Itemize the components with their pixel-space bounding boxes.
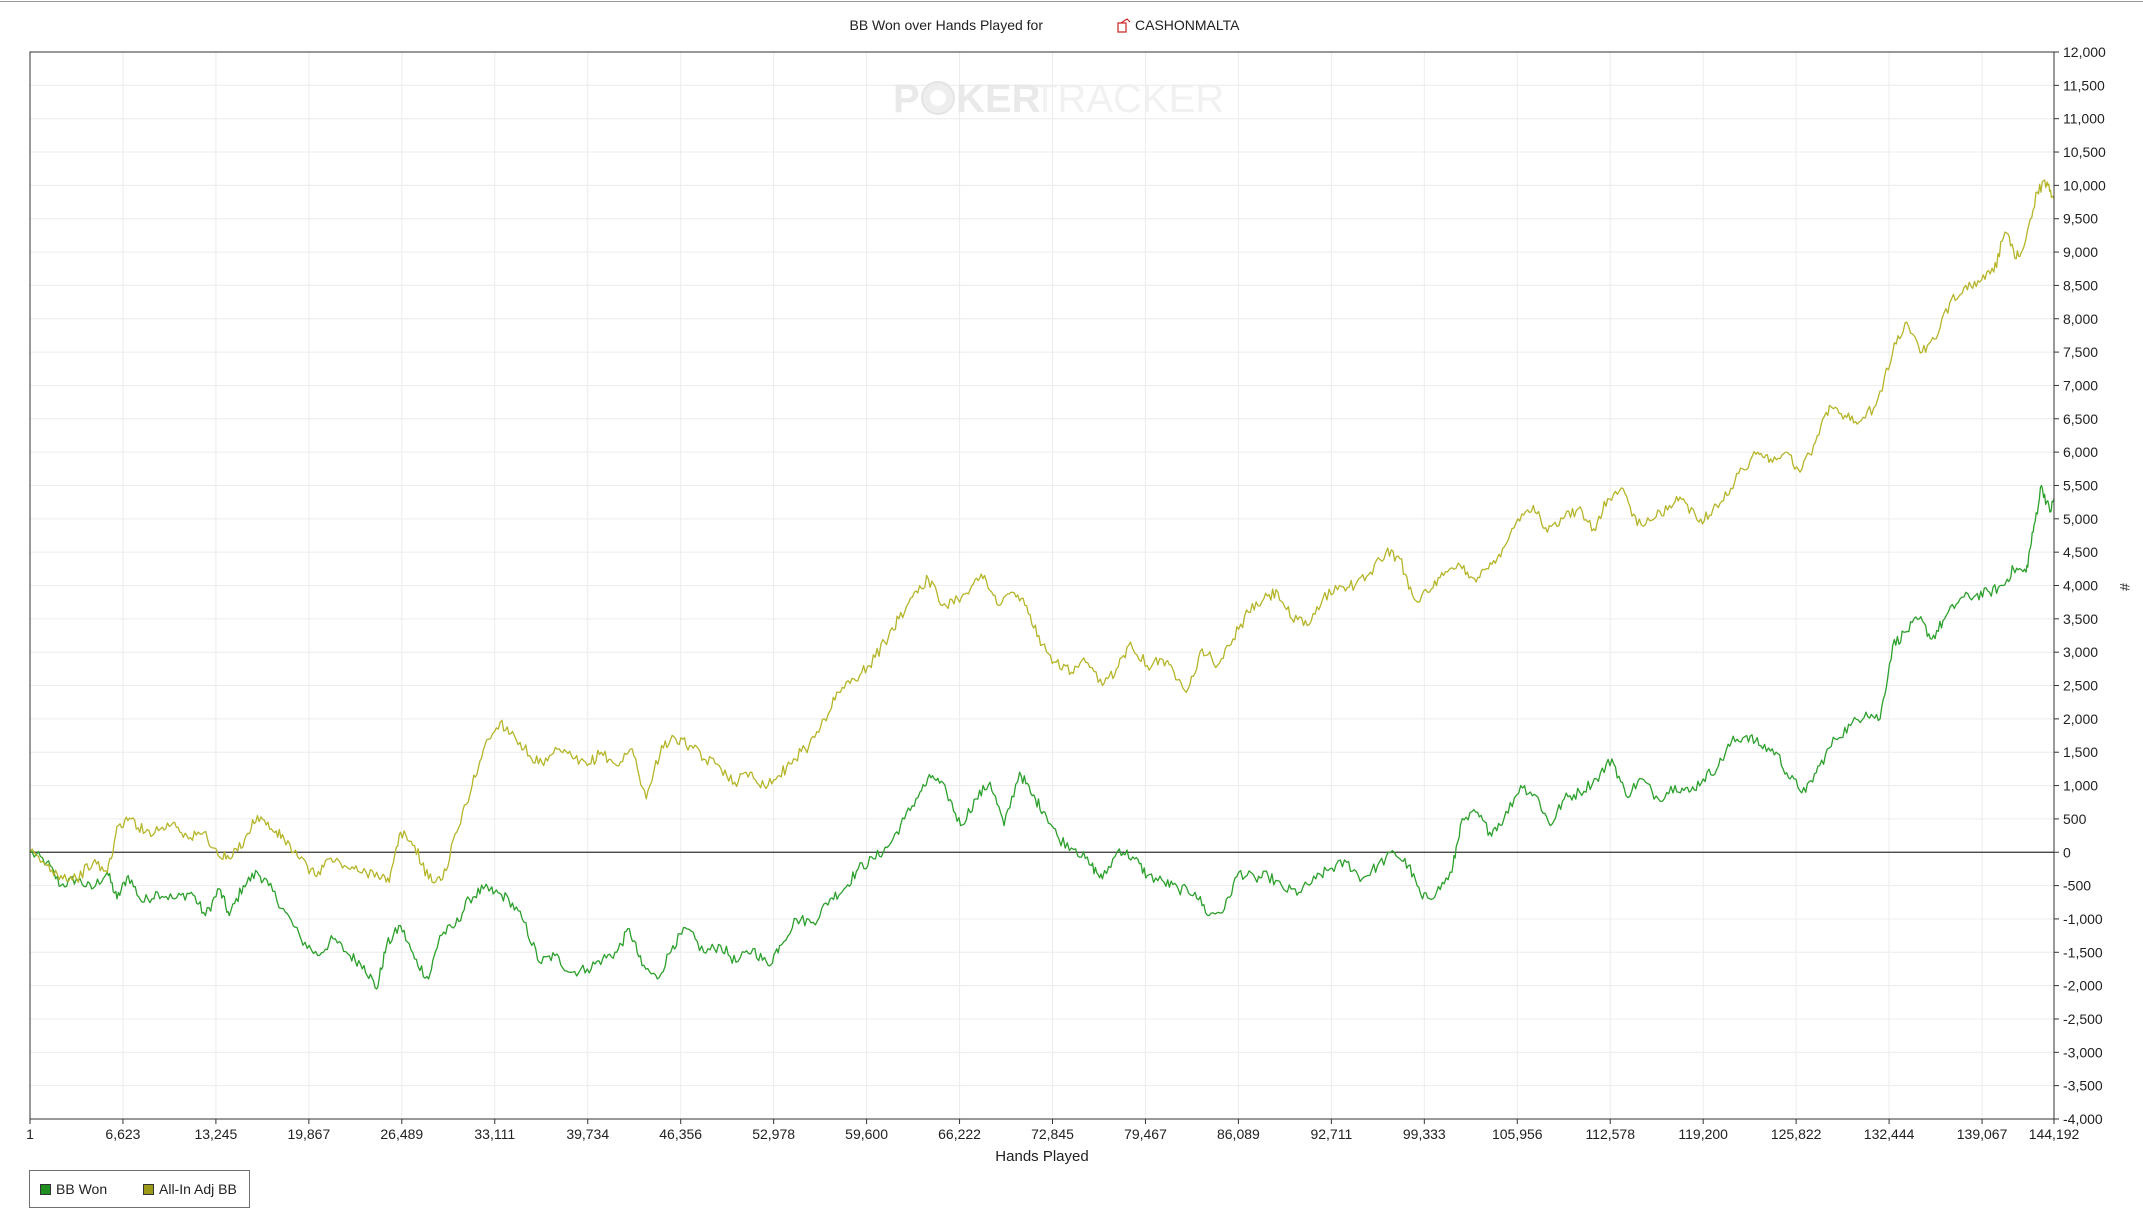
legend-swatch-all-in-adj-bb xyxy=(143,1183,154,1195)
y-tick-label: 6,500 xyxy=(2063,411,2098,427)
y-tick-label: 4,500 xyxy=(2063,544,2098,560)
x-axis: 1 6,623 13,245 19,867 26,489 33,111 39,734 46,3… xyxy=(26,1119,2080,1142)
legend-label-all-in-adj-bb: All-In Adj BB xyxy=(159,1181,237,1197)
y-tick-label: 9,000 xyxy=(2063,244,2098,260)
legend-swatch-bb-won xyxy=(40,1183,51,1195)
x-tick-label: 59,600 xyxy=(845,1126,888,1142)
y-tick-label: 1,000 xyxy=(2063,778,2098,794)
y-tick-label: 6,000 xyxy=(2063,444,2098,460)
y-tick-label: 8,000 xyxy=(2063,311,2098,327)
y-tick-label: 7,000 xyxy=(2063,377,2098,393)
player-icon xyxy=(1117,18,1131,33)
legend: BB Won All-In Adj BB xyxy=(29,1170,250,1208)
y-tick-label: 4,000 xyxy=(2063,578,2098,594)
y-axis-label: # xyxy=(2117,583,2133,591)
y-tick-label: 10,500 xyxy=(2063,144,2106,160)
y-tick-label: 11,500 xyxy=(2063,77,2105,93)
series-group xyxy=(29,179,2055,990)
y-tick-label: -3,500 xyxy=(2063,1078,2103,1094)
x-tick-label: 132,444 xyxy=(1864,1126,1915,1142)
grid xyxy=(30,52,2054,1119)
x-tick-label: 125,822 xyxy=(1771,1126,1822,1142)
x-tick-label: 66,222 xyxy=(938,1126,981,1142)
chip-icon xyxy=(921,81,955,115)
legend-item-all-in-adj-bb[interactable]: All-In Adj BB xyxy=(143,1181,237,1197)
y-tick-label: 3,500 xyxy=(2063,611,2098,627)
x-tick-label: 46,356 xyxy=(659,1126,702,1142)
y-tick-label: 9,500 xyxy=(2063,211,2098,227)
series-line-all-in-adj-bb xyxy=(29,179,2055,884)
x-tick-label: 105,956 xyxy=(1492,1126,1543,1142)
y-tick-label: 0 xyxy=(2063,844,2071,860)
y-tick-label: 10,000 xyxy=(2063,177,2106,193)
watermark-middle: KER xyxy=(956,77,1041,121)
x-tick-label: 1 xyxy=(26,1126,34,1142)
player-name: CASHONMALTA xyxy=(1135,17,1240,33)
y-tick-label: 7,500 xyxy=(2063,344,2098,360)
legend-label-bb-won: BB Won xyxy=(56,1181,108,1197)
y-tick-label: -500 xyxy=(2063,878,2091,894)
y-tick-label: 8,500 xyxy=(2063,277,2098,293)
legend-item-bb-won[interactable]: BB Won xyxy=(40,1181,107,1197)
x-tick-label: 92,711 xyxy=(1310,1126,1352,1142)
y-tick-label: -1,500 xyxy=(2063,944,2103,960)
y-tick-label: -2,000 xyxy=(2063,978,2103,994)
x-tick-label: 13,245 xyxy=(194,1126,237,1142)
y-tick-label: 2,500 xyxy=(2063,678,2098,694)
x-tick-label: 26,489 xyxy=(380,1126,423,1142)
x-tick-label: 6,623 xyxy=(105,1126,140,1142)
x-tick-label: 33,111 xyxy=(474,1126,515,1142)
x-tick-label: 79,467 xyxy=(1124,1126,1167,1142)
y-tick-label: 1,500 xyxy=(2063,744,2098,760)
y-tick-label: 11,000 xyxy=(2063,111,2105,127)
y-tick-label: 500 xyxy=(2063,811,2087,827)
x-tick-label: 39,734 xyxy=(566,1126,609,1142)
y-tick-label: 5,500 xyxy=(2063,477,2098,493)
x-axis-label: Hands Played xyxy=(995,1148,1088,1165)
series-line-bb-won xyxy=(29,484,2055,990)
x-tick-label: 112,578 xyxy=(1585,1126,1635,1142)
x-tick-label: 139,067 xyxy=(1957,1126,2008,1142)
x-tick-label: 144,192 xyxy=(2029,1126,2080,1142)
y-tick-label: -1,000 xyxy=(2063,911,2103,927)
chart-title-group: BB Won over Hands Played for CASHONMALTA xyxy=(849,17,1240,33)
y-tick-label: 12,000 xyxy=(2063,44,2106,60)
watermark-left: P xyxy=(893,77,920,121)
chart-title: BB Won over Hands Played for xyxy=(849,17,1043,33)
x-tick-label: 72,845 xyxy=(1031,1126,1074,1142)
x-tick-label: 119,200 xyxy=(1678,1126,1728,1142)
x-tick-label: 99,333 xyxy=(1403,1126,1446,1142)
watermark-right: TRACKER xyxy=(1033,77,1224,121)
y-tick-label: 5,000 xyxy=(2063,511,2098,527)
y-tick-label: -2,500 xyxy=(2063,1011,2103,1027)
y-tick-label: 3,000 xyxy=(2063,644,2098,660)
y-axis: 12,000 11,500 11,000 10,500 10,000 9,500 9,000… xyxy=(2054,44,2106,1127)
x-tick-label: 86,089 xyxy=(1217,1126,1260,1142)
y-tick-label: 2,000 xyxy=(2063,711,2098,727)
y-tick-label: -4,000 xyxy=(2063,1111,2103,1127)
x-tick-label: 52,978 xyxy=(752,1126,795,1142)
y-tick-label: -3,000 xyxy=(2063,1044,2103,1060)
x-tick-label: 19,867 xyxy=(287,1126,330,1142)
watermark: P KER TRACKER xyxy=(893,77,1224,121)
